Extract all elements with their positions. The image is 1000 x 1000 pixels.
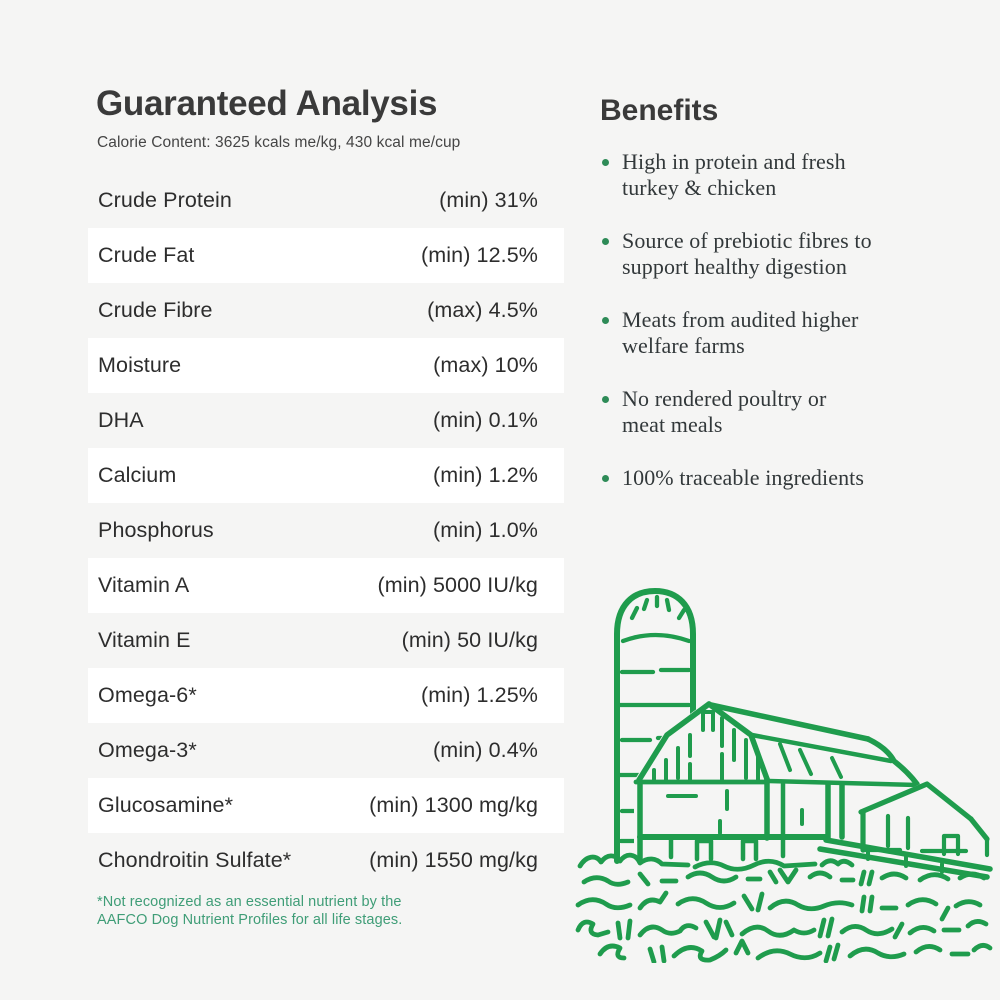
bullet-dot-icon — [602, 159, 609, 166]
calorie-content-subtitle: Calorie Content: 3625 kcals me/kg, 430 k… — [97, 134, 461, 152]
nutrient-value: (min) 1550 mg/kg — [369, 848, 538, 872]
nutrient-label: Chondroitin Sulfate* — [98, 848, 292, 872]
barn-detail — [633, 710, 920, 862]
bullet-dot-icon — [602, 238, 609, 245]
nutrient-value: (min) 5000 IU/kg — [377, 573, 538, 597]
bullet-dot-icon — [602, 396, 609, 403]
nutrient-value: (max) 4.5% — [427, 298, 538, 322]
barn — [636, 701, 920, 861]
nutrient-label: Crude Fat — [98, 243, 195, 267]
analysis-row: Chondroitin Sulfate* (min) 1550 mg/kg — [88, 833, 564, 888]
nutrient-value: (min) 31% — [439, 188, 538, 212]
analysis-row: Calcium (min) 1.2% — [88, 448, 564, 503]
nutrient-value: (min) 0.1% — [433, 408, 538, 432]
nutrient-label: Glucosamine* — [98, 793, 234, 817]
nutrient-label: Vitamin E — [98, 628, 191, 652]
analysis-row: Omega-3* (min) 0.4% — [88, 723, 564, 778]
analysis-row: Vitamin A (min) 5000 IU/kg — [88, 558, 564, 613]
nutrient-label: Calcium — [98, 463, 177, 487]
analysis-row: Crude Protein (min) 31% — [88, 173, 564, 228]
bullet-dot-icon — [602, 475, 609, 482]
benefit-item: 100% traceable ingredients — [600, 465, 945, 491]
nutrient-value: (min) 1.25% — [421, 683, 538, 707]
benefit-text: No rendered poultry or meat meals — [622, 386, 827, 437]
nutrient-label: Crude Fibre — [98, 298, 213, 322]
farm-illustration — [575, 588, 993, 963]
aafco-footnote: *Not recognized as an essential nutrient… — [97, 894, 403, 928]
analysis-row: Glucosamine* (min) 1300 mg/kg — [88, 778, 564, 833]
nutrient-value: (min) 1.2% — [433, 463, 538, 487]
analysis-row: Omega-6* (min) 1.25% — [88, 668, 564, 723]
benefit-text: High in protein and fresh turkey & chick… — [622, 149, 846, 200]
grass — [575, 852, 993, 963]
analysis-row: Moisture (max) 10% — [88, 338, 564, 393]
analysis-row: DHA (min) 0.1% — [88, 393, 564, 448]
silo — [614, 588, 696, 864]
benefit-item: High in protein and fresh turkey & chick… — [600, 149, 945, 201]
nutrient-value: (min) 12.5% — [421, 243, 538, 267]
nutrient-value: (max) 10% — [433, 353, 538, 377]
ramp — [817, 837, 993, 880]
guaranteed-analysis-title: Guaranteed Analysis — [96, 84, 438, 123]
nutrient-label: Phosphorus — [98, 518, 214, 542]
shed — [858, 781, 990, 853]
nutrient-value: (min) 0.4% — [433, 738, 538, 762]
nutrient-value: (min) 1300 mg/kg — [369, 793, 538, 817]
benefits-section: Benefits High in protein and fresh turke… — [600, 94, 945, 518]
nutrient-label: Moisture — [98, 353, 182, 377]
nutrient-value: (min) 50 IU/kg — [401, 628, 538, 652]
benefits-list: High in protein and fresh turkey & chick… — [600, 149, 945, 491]
benefit-item: No rendered poultry or meat meals — [600, 386, 945, 438]
benefit-text: 100% traceable ingredients — [622, 465, 865, 490]
benefit-text: Meats from audited higher welfare farms — [622, 307, 859, 358]
analysis-row: Vitamin E (min) 50 IU/kg — [88, 613, 564, 668]
analysis-row: Crude Fibre (max) 4.5% — [88, 283, 564, 338]
benefit-item: Meats from audited higher welfare farms — [600, 307, 945, 359]
guaranteed-analysis-table: Crude Protein (min) 31% Crude Fat (min) 12.… — [88, 173, 564, 888]
nutrient-label: Crude Protein — [98, 188, 232, 212]
nutrient-label: Omega-6* — [98, 683, 197, 707]
analysis-row: Crude Fat (min) 12.5% — [88, 228, 564, 283]
nutrient-label: DHA — [98, 408, 144, 432]
benefits-title: Benefits — [600, 94, 719, 127]
benefit-item: Source of prebiotic fibres to support he… — [600, 228, 945, 280]
guaranteed-analysis-header: Guaranteed Analysis Calorie Content: 362… — [96, 84, 576, 152]
nutrient-label: Omega-3* — [98, 738, 197, 762]
nutrient-label: Vitamin A — [98, 573, 190, 597]
benefit-text: Source of prebiotic fibres to support he… — [622, 228, 872, 279]
nutrient-value: (min) 1.0% — [433, 518, 538, 542]
analysis-row: Phosphorus (min) 1.0% — [88, 503, 564, 558]
bullet-dot-icon — [602, 317, 609, 324]
